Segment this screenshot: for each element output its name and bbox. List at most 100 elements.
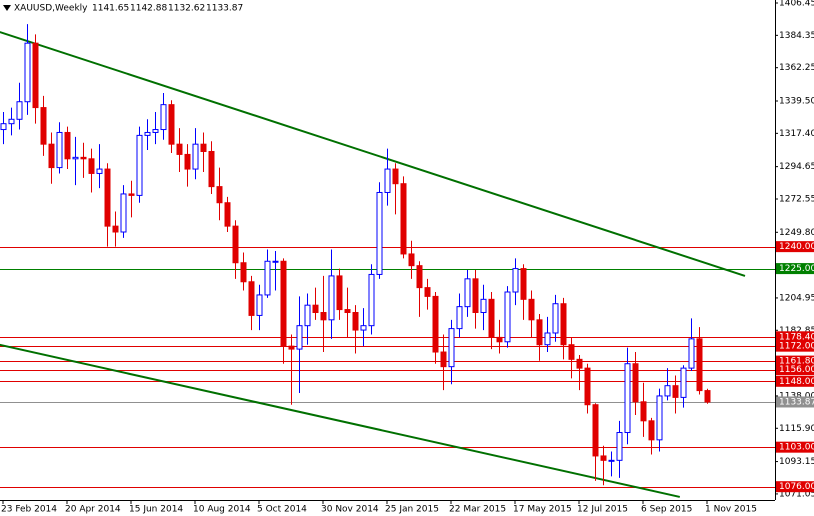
candle-body bbox=[512, 268, 519, 293]
candle-body bbox=[552, 303, 559, 334]
level-label-box bbox=[776, 481, 814, 493]
candle-body bbox=[432, 295, 439, 353]
candle-body bbox=[680, 367, 687, 398]
level-label-box bbox=[776, 364, 814, 376]
y-tick-label: 1138.00 bbox=[779, 391, 814, 401]
candle-body bbox=[568, 344, 575, 360]
candle-body bbox=[560, 303, 567, 346]
candle-body bbox=[72, 156, 79, 160]
header-low: 1132.62 bbox=[168, 4, 205, 14]
y-tick-label: 1093.15 bbox=[779, 457, 814, 467]
candle-body bbox=[224, 202, 231, 227]
candle-body bbox=[496, 336, 503, 343]
candle-body bbox=[112, 225, 119, 233]
y-tick-label: 1294.65 bbox=[779, 162, 814, 172]
candle-body bbox=[104, 168, 111, 227]
x-tick-label: 23 Feb 2014 bbox=[1, 505, 57, 515]
candle-body bbox=[144, 131, 151, 136]
symbol-icon bbox=[3, 5, 11, 11]
y-tick-label: 1339.50 bbox=[779, 96, 814, 106]
candle-body bbox=[616, 432, 623, 461]
candle-body bbox=[96, 168, 103, 174]
candle-body bbox=[664, 385, 671, 397]
candle-body bbox=[216, 186, 223, 204]
y-tick-label: 1406.45 bbox=[779, 0, 814, 9]
candle-body bbox=[120, 193, 127, 233]
candle-body bbox=[336, 275, 343, 311]
candle-body bbox=[640, 401, 647, 422]
candle-body bbox=[592, 404, 599, 457]
candle-body bbox=[488, 298, 495, 338]
candle-body bbox=[80, 156, 87, 160]
candle-body bbox=[64, 131, 71, 160]
level-label-box bbox=[776, 441, 814, 453]
y-tick-label: 1071.05 bbox=[779, 489, 814, 499]
level-label: 1225.00 bbox=[779, 264, 814, 274]
level-label: 1156.00 bbox=[779, 365, 814, 375]
candle-body bbox=[408, 253, 415, 267]
header-open: 1141.65 bbox=[92, 4, 129, 14]
candle-body bbox=[376, 191, 383, 275]
level-label: 1148.00 bbox=[779, 377, 814, 387]
x-tick-label: 30 Nov 2014 bbox=[321, 505, 379, 515]
level-label-box bbox=[776, 263, 814, 275]
candle-body bbox=[656, 395, 663, 441]
y-tick-label: 1182.85 bbox=[779, 326, 814, 336]
candle-body bbox=[480, 298, 487, 313]
x-tick-label: 17 May 2015 bbox=[513, 505, 572, 515]
candle-body bbox=[648, 420, 655, 441]
candle-body bbox=[464, 278, 471, 308]
candle-body bbox=[608, 459, 615, 462]
candle-body bbox=[200, 143, 207, 152]
y-tick-label: 1317.40 bbox=[779, 129, 814, 139]
candle-body bbox=[584, 367, 591, 406]
candle-body bbox=[400, 183, 407, 255]
candle-body bbox=[248, 281, 255, 316]
candle-body bbox=[696, 338, 703, 392]
candle-body bbox=[704, 390, 711, 403]
candle-body bbox=[472, 278, 479, 314]
candle-body bbox=[328, 275, 335, 321]
x-tick-label: 1 Nov 2015 bbox=[705, 505, 757, 515]
candle-body bbox=[360, 325, 367, 331]
candle-body bbox=[536, 319, 543, 346]
candle-body bbox=[456, 306, 463, 330]
candle-body bbox=[0, 123, 7, 131]
candle-body bbox=[272, 260, 279, 263]
candle-body bbox=[152, 129, 159, 133]
candle-body bbox=[392, 168, 399, 185]
candle-body bbox=[352, 312, 359, 331]
candle-body bbox=[424, 287, 431, 297]
x-tick-label: 6 Sep 2015 bbox=[641, 505, 692, 515]
level-label-box bbox=[776, 340, 814, 352]
candle-body bbox=[160, 104, 167, 131]
level-label: 1178.40 bbox=[779, 332, 814, 342]
candle-body bbox=[296, 325, 303, 350]
candle-body bbox=[384, 168, 391, 193]
trendline bbox=[0, 343, 681, 498]
level-label-box bbox=[776, 331, 814, 343]
chart-title: XAUUSD,Weekly bbox=[14, 4, 88, 14]
candle-body bbox=[24, 42, 31, 103]
y-tick-label: 1384.35 bbox=[779, 31, 814, 41]
candle-body bbox=[520, 268, 527, 300]
candle-body bbox=[600, 455, 607, 461]
level-label: 1172.00 bbox=[779, 342, 814, 352]
candle-body bbox=[32, 42, 39, 109]
candle-body bbox=[56, 131, 63, 169]
candle-body bbox=[528, 298, 535, 321]
header-close: 1133.87 bbox=[206, 4, 243, 14]
candle-body bbox=[416, 265, 423, 289]
candle-body bbox=[128, 193, 135, 196]
candle-body bbox=[688, 338, 695, 369]
candle-body bbox=[88, 158, 95, 174]
candle-body bbox=[280, 260, 287, 347]
candle-body bbox=[192, 143, 199, 170]
x-tick-label: 20 Apr 2014 bbox=[65, 505, 121, 515]
candle-body bbox=[312, 304, 319, 313]
candle-body bbox=[624, 363, 631, 434]
level-label-box bbox=[776, 375, 814, 387]
candle-body bbox=[672, 385, 679, 398]
